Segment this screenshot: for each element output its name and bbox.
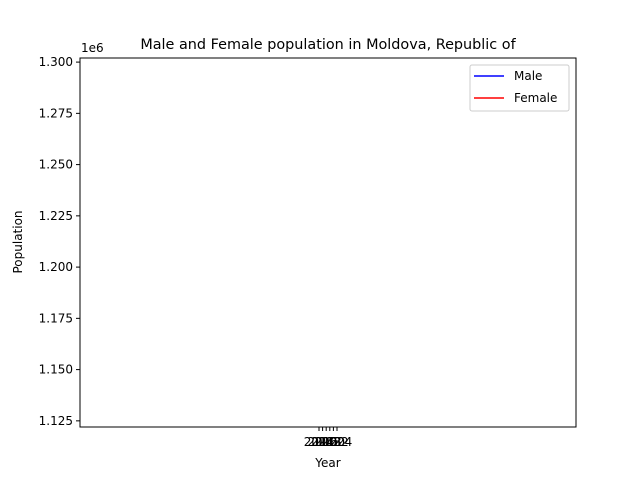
y-tick-label: 1.275 (39, 106, 73, 120)
plot-area-frame (79, 57, 577, 428)
x-tick-label: 2016 (307, 435, 338, 449)
y-tick-label: 1.250 (39, 158, 73, 172)
x-tick-label: 2014 (304, 435, 335, 449)
y-tick-label: 1.225 (39, 209, 73, 223)
y-axis-label: Population (11, 210, 25, 273)
y-axis-ticks: 1.125 1.150 1.175 1.200 1.225 1.250 1.275 1.300 (39, 55, 80, 428)
x-axis-label: Year (314, 456, 340, 470)
x-tick-label: 2024 (322, 435, 353, 449)
y-tick-label: 1.150 (39, 363, 73, 377)
x-tick-label: 2022 (318, 435, 349, 449)
legend-male-label: Male (514, 69, 542, 83)
x-tick-label: 2018 (311, 435, 342, 449)
legend-female-label: Female (514, 91, 557, 105)
y-axis-offset-label: 1e6 (81, 41, 104, 55)
chart-title: Male and Female population in Moldova, R… (140, 37, 516, 53)
y-tick-label: 1.200 (39, 260, 73, 274)
x-tick-label: 2020 (315, 435, 346, 449)
y-tick-label: 1.125 (39, 414, 73, 428)
y-tick-label: 1.300 (39, 55, 73, 69)
y-tick-label: 1.175 (39, 311, 73, 325)
legend: Male Female (469, 64, 570, 112)
